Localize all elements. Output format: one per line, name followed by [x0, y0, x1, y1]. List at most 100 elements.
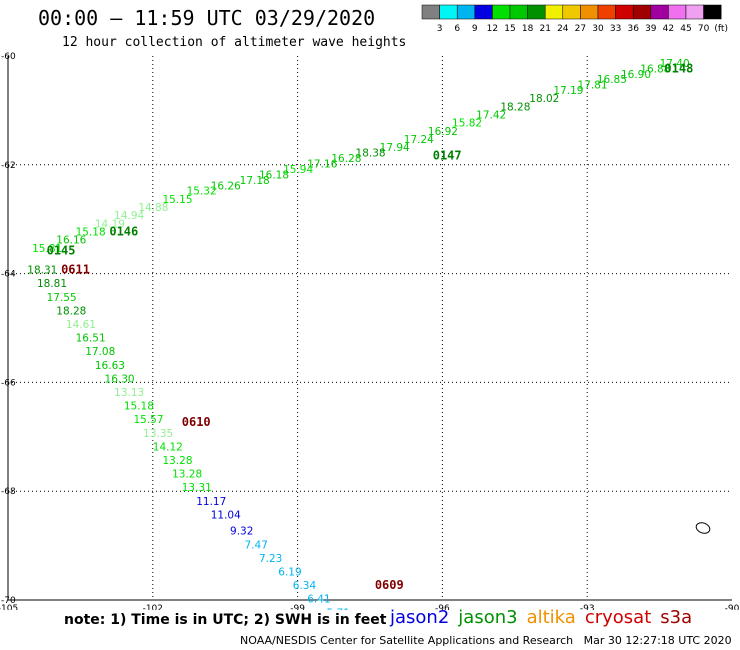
swh-data-point: 5.71 — [327, 607, 350, 610]
swh-data-point: 17.18 — [240, 175, 270, 187]
swh-data-point: 15.82 — [452, 118, 482, 130]
swh-data-point: 16.28 — [331, 153, 361, 165]
swh-data-point: 14.61 — [66, 319, 96, 331]
satellite-jason2: jason2 — [390, 607, 450, 628]
swh-data-point: 16.63 — [95, 360, 125, 372]
legend-label: (ft) — [714, 24, 728, 34]
swh-data-point: 6.34 — [293, 580, 317, 592]
swh-data-point: 15.18 — [124, 401, 154, 413]
swh-data-point: 15.94 — [283, 164, 313, 176]
swh-data-point: 14.88 — [138, 202, 168, 214]
swh-data-point: 15.15 — [162, 194, 192, 206]
orbit-number-label: 0611 — [61, 263, 90, 277]
legend-label: 18 — [522, 24, 534, 34]
orbit-number-label: 0147 — [433, 148, 462, 162]
swh-data-point: 16.90 — [621, 69, 651, 81]
swh-data-point: 17.55 — [47, 292, 77, 304]
swh-data-point: 18.28 — [56, 305, 86, 317]
swh-data-point: 14.94 — [114, 210, 144, 222]
lon-tick-label: -96 — [435, 604, 450, 610]
swh-data-point: 16.16 — [56, 235, 86, 247]
satellite-legend: jason2 jason3 altika cryosat s3a — [390, 607, 701, 628]
satellite-s3a: s3a — [660, 607, 693, 628]
swh-data-point: 18.02 — [529, 93, 559, 105]
swh-data-point: 17.16 — [307, 159, 337, 171]
chart-subtitle: 12 hour collection of altimeter wave hei… — [62, 35, 407, 50]
ice-island-outline-icon — [695, 522, 711, 534]
swh-data-point: 17.94 — [380, 142, 410, 154]
swh-data-point: 17.81 — [578, 80, 608, 92]
legend-label: 3 — [437, 24, 443, 34]
orbit-number-label: 0610 — [182, 415, 211, 429]
legend-label: 33 — [610, 24, 621, 34]
swh-data-point: 16.18 — [259, 169, 289, 181]
orbit-number-label: 0145 — [47, 244, 76, 258]
swh-data-point: 14.12 — [153, 441, 183, 453]
satellite-cryosat: cryosat — [584, 607, 652, 628]
swh-data-point: 11.04 — [211, 509, 241, 521]
swh-data-point: 15.32 — [187, 186, 217, 198]
lat-tick-label: -64 — [1, 270, 16, 280]
swh-data-point: 14.19 — [95, 218, 125, 230]
legend-label: 6 — [454, 24, 460, 34]
lat-tick-label: -70 — [1, 596, 16, 606]
orbit-number-label: 0148 — [664, 61, 693, 75]
satellite-jason3: jason3 — [458, 607, 518, 628]
legend-label: 70 — [698, 24, 710, 34]
lat-tick-label: -60 — [1, 52, 16, 62]
swh-data-point: 18.81 — [37, 278, 67, 290]
swh-data-point: 16.51 — [76, 333, 106, 345]
swh-data-point: 16.88 — [640, 63, 670, 75]
swh-data-point: 13.35 — [143, 428, 173, 440]
lat-tick-label: -66 — [1, 378, 16, 388]
swh-data-point: 16.30 — [105, 373, 135, 385]
legend-label: 30 — [592, 24, 604, 34]
credit-line: NOAA/NESDIS Center for Satellite Applica… — [240, 634, 732, 647]
lon-tick-label: -102 — [143, 604, 163, 610]
swh-data-point: 13.13 — [114, 387, 144, 399]
swh-data-point: 16.26 — [211, 180, 241, 192]
swh-data-point: 17.40 — [660, 58, 690, 70]
lon-tick-label: -99 — [290, 604, 305, 610]
swh-data-point: 17.08 — [85, 346, 115, 358]
swh-data-point: 15.18 — [76, 227, 106, 239]
swh-data-point: 18.28 — [500, 101, 530, 113]
swh-data-point: 13.28 — [162, 455, 192, 467]
legend-label: 9 — [472, 24, 478, 34]
chart-title: 00:00 – 11:59 UTC 03/29/2020 — [38, 6, 376, 30]
legend-label: 12 — [487, 24, 498, 34]
swh-data-point: 15.57 — [133, 414, 163, 426]
lon-tick-label: -90 — [725, 604, 740, 610]
swh-data-point: 17.42 — [476, 110, 506, 122]
swh-data-point: 15.81 — [32, 243, 62, 255]
footer-note: note: 1) Time is in UTC; 2) SWH is in fe… — [64, 612, 387, 628]
lat-tick-label: -62 — [1, 161, 16, 171]
swh-data-point: 6.19 — [278, 567, 301, 579]
legend-swatch — [703, 4, 722, 20]
swh-data-point: 6.41 — [307, 594, 330, 606]
legend-label: 39 — [645, 24, 657, 34]
swh-data-point: 16.92 — [428, 126, 458, 138]
lon-tick-label: -105 — [0, 604, 18, 610]
legend-label: 15 — [504, 24, 515, 34]
swh-data-point: 17.24 — [404, 134, 434, 146]
swh-data-point: 13.28 — [172, 469, 202, 481]
swh-data-point: 7.47 — [245, 539, 268, 551]
wave-height-map: -105 -102 -99 -96 -93 -90 -60 -62 -64 -66 -68 -70 17… — [0, 52, 740, 610]
legend-label: 42 — [663, 24, 674, 34]
lon-tick-label: -93 — [580, 604, 595, 610]
swh-data-point: 17.19 — [553, 85, 583, 97]
lat-tick-label: -68 — [1, 487, 16, 497]
swh-data-point: 16.85 — [597, 74, 627, 86]
orbit-number-label: 0609 — [375, 578, 404, 592]
legend-label: 45 — [680, 24, 691, 34]
swh-data-point: 13.31 — [182, 482, 212, 494]
swh-data-point: 18.38 — [356, 148, 386, 160]
swh-data-point: 11.17 — [196, 496, 226, 508]
swh-data-point: 9.32 — [230, 526, 253, 538]
swh-data-point: 7.23 — [259, 553, 282, 565]
legend-label: 24 — [557, 24, 569, 34]
legend-label: 21 — [539, 24, 550, 34]
swh-data-point: 18.31 — [27, 265, 57, 277]
satellite-altika: altika — [526, 607, 576, 628]
